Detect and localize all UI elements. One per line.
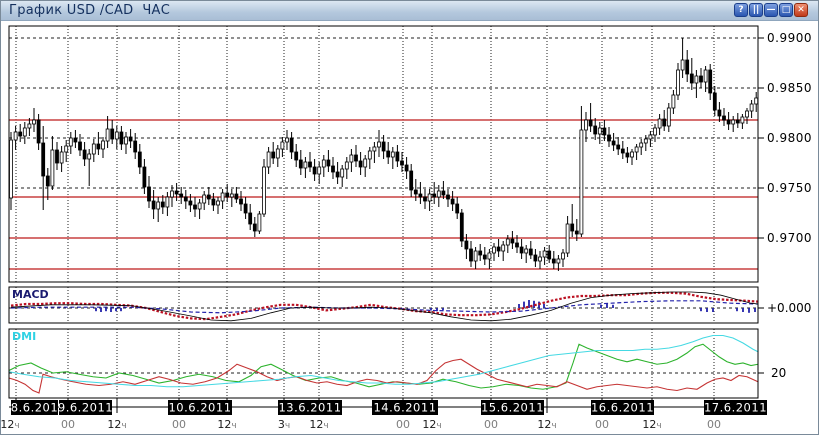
titlebar[interactable]: График USD /CAD ЧАС ? || — □ ✕ — [1, 1, 818, 21]
dmi-panel[interactable]: 20 — [8, 328, 786, 399]
date-box — [11, 400, 58, 415]
date-box — [59, 400, 112, 415]
svg-text:0.9850: 0.9850 — [767, 81, 812, 95]
time-label: 12ч — [537, 418, 556, 431]
candlesticks[interactable] — [9, 38, 759, 271]
chart-area[interactable]: 0.9900 0.9850 0.9800 0.9750 0.9700 +0.000 20 8.… — [1, 21, 818, 434]
help-button[interactable]: ? — [734, 3, 748, 17]
date-box — [168, 400, 232, 415]
date-box — [591, 400, 654, 415]
minimize-button[interactable]: — — [764, 3, 778, 17]
time-axis: 8.6.201 9.6.2011 10.6.2011 13.6.2011 14.6.20… — [1, 398, 767, 431]
svg-text:0.9700: 0.9700 — [767, 231, 812, 245]
window-controls: ? || — □ ✕ — [734, 3, 808, 17]
svg-text:0.9750: 0.9750 — [767, 181, 812, 195]
date-box — [704, 400, 767, 415]
maximize-icon: □ — [781, 4, 791, 15]
close-icon: ✕ — [797, 4, 805, 15]
svg-text:8.6.201: 8.6.201 — [11, 401, 58, 415]
date-box — [372, 400, 438, 415]
macd-series-trend — [10, 291, 759, 322]
date-box — [481, 400, 544, 415]
time-label: 12ч — [1, 418, 20, 431]
pause-button[interactable]: || — [749, 3, 763, 17]
svg-text:17.6.2011: 17.6.2011 — [704, 401, 767, 415]
time-label: 00 — [595, 418, 609, 431]
minimize-icon: — — [766, 4, 776, 15]
svg-text:0.9900: 0.9900 — [767, 31, 812, 45]
date-box — [278, 400, 342, 415]
close-button[interactable]: ✕ — [794, 3, 808, 17]
svg-text:10.6.2011: 10.6.2011 — [168, 401, 231, 415]
time-label: 00 — [484, 418, 498, 431]
svg-text:13.6.2011: 13.6.2011 — [278, 401, 341, 415]
help-icon: ? — [738, 4, 744, 15]
time-label: 3ч — [278, 418, 290, 431]
chart-svg: 0.9900 0.9850 0.9800 0.9750 0.9700 +0.000 20 8.… — [1, 25, 812, 431]
macd-series-macd — [10, 291, 759, 321]
time-label: 12ч — [309, 418, 328, 431]
time-label: 12ч — [422, 418, 441, 431]
pause-icon: || — [752, 4, 760, 15]
time-label: 00 — [61, 418, 75, 431]
svg-text:16.6.2011: 16.6.2011 — [591, 401, 654, 415]
time-label: 00 — [396, 418, 410, 431]
time-label: 12ч — [642, 418, 661, 431]
svg-text:20: 20 — [771, 366, 786, 380]
svg-text:9.6.2011: 9.6.2011 — [58, 401, 113, 415]
svg-text:0.9800: 0.9800 — [767, 131, 812, 145]
dmi-series-ADX — [8, 334, 759, 388]
macd-series-signal — [10, 300, 759, 314]
time-label: 00 — [707, 418, 721, 431]
maximize-button[interactable]: □ — [779, 3, 793, 17]
window-title: График USD /CAD ЧАС — [9, 3, 171, 18]
time-label: 12ч — [107, 418, 126, 431]
time-label: 12ч — [217, 418, 236, 431]
svg-text:15.6.2011: 15.6.2011 — [481, 401, 544, 415]
main-price-panel[interactable]: 0.9900 0.9850 0.9800 0.9750 0.9700 — [8, 25, 812, 283]
time-label: 00 — [172, 418, 186, 431]
dmi-series--DI — [8, 358, 759, 394]
svg-text:14.6.2011: 14.6.2011 — [373, 401, 436, 415]
svg-text:+0.000: +0.000 — [767, 301, 811, 315]
macd-panel[interactable]: +0.000 — [8, 286, 811, 324]
